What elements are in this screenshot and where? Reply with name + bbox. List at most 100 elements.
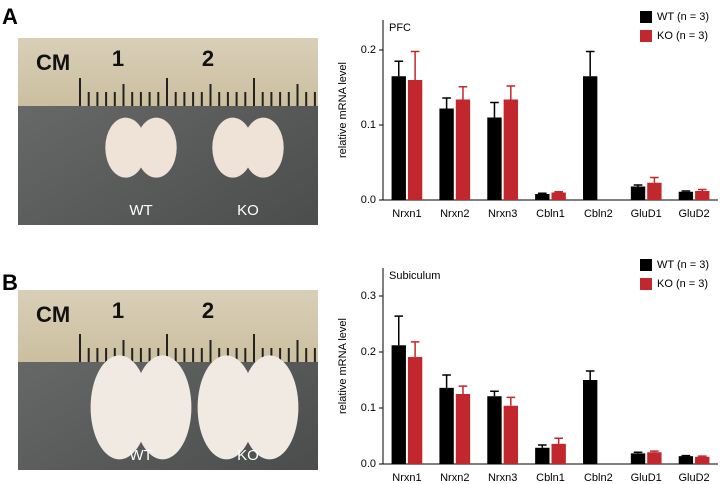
- x-tick-label: GluD2: [678, 208, 709, 220]
- legend-swatch: [640, 11, 652, 23]
- error-bar: [697, 455, 707, 457]
- error-bar: [410, 50, 420, 80]
- ruler-mark: 2: [202, 46, 214, 71]
- x-tick-label: GluD1: [631, 472, 662, 484]
- error-bar: [458, 86, 468, 100]
- error-bar: [538, 192, 547, 194]
- bar: [503, 99, 518, 200]
- bar: [407, 80, 423, 200]
- y-axis-label: relative mRNA level: [337, 62, 349, 158]
- bar: [439, 108, 454, 200]
- y-tick-label: 0.1: [361, 119, 376, 131]
- ruler-mark: 1: [112, 298, 124, 323]
- error-bar: [633, 184, 643, 187]
- ruler-mark: 1: [112, 46, 124, 71]
- sample-label: KO: [237, 447, 259, 464]
- brain-slice: [242, 117, 284, 178]
- brain-slice: [105, 117, 147, 178]
- legend-label: KO (n = 3): [657, 30, 708, 42]
- bar: [630, 453, 646, 464]
- x-tick-label: GluD1: [631, 208, 662, 220]
- chart-title: Subiculum: [389, 270, 440, 282]
- error-bar: [458, 385, 468, 394]
- brain-slice: [90, 355, 149, 460]
- y-tick-label: 0.0: [361, 194, 376, 206]
- error-bar: [650, 450, 659, 453]
- error-bar: [681, 190, 691, 192]
- x-tick-label: GluD2: [678, 472, 709, 484]
- bar: [551, 192, 566, 200]
- error-bar: [585, 50, 595, 77]
- bar: [503, 405, 518, 464]
- chart: PFC relative mRNA level 0.0 0.1 0.2 Nrxn1 Nrxn…: [337, 11, 718, 220]
- y-tick-label: 0.2: [361, 346, 376, 358]
- x-tick-label: Cbln1: [536, 472, 565, 484]
- error-bar: [650, 176, 659, 183]
- panel-label: A: [2, 4, 18, 29]
- bar: [678, 456, 694, 464]
- panel: B CM 1 2 WT KO: [2, 270, 318, 470]
- legend-swatch: [640, 278, 652, 290]
- error-bar: [554, 191, 563, 193]
- legend-label: KO (n = 3): [657, 278, 708, 290]
- ruler-mark: 2: [202, 298, 214, 323]
- bar: [630, 186, 646, 200]
- error-bar: [554, 437, 563, 444]
- bar: [391, 76, 406, 200]
- bar: [583, 380, 598, 464]
- ruler-unit: CM: [36, 50, 70, 75]
- y-tick-label: 0.0: [361, 458, 376, 470]
- error-bar: [394, 60, 404, 77]
- error-bar: [442, 374, 451, 388]
- bar: [551, 443, 566, 464]
- x-tick-label: Nrxn3: [488, 208, 517, 220]
- x-tick-label: Nrxn1: [392, 472, 421, 484]
- bar: [391, 345, 406, 464]
- y-axis-label: relative mRNA level: [337, 318, 349, 414]
- y-tick-label: 0.2: [361, 44, 376, 56]
- error-bar: [681, 454, 691, 457]
- error-bar: [410, 341, 420, 358]
- error-bar: [490, 101, 499, 118]
- ruler-unit: CM: [36, 302, 70, 327]
- bar: [583, 76, 598, 200]
- panel-label: B: [2, 270, 18, 295]
- x-tick-label: Cbln2: [584, 472, 613, 484]
- brain-slice: [212, 117, 254, 178]
- bar: [647, 182, 662, 200]
- bar: [695, 191, 710, 200]
- bar: [439, 387, 454, 464]
- bar: [695, 456, 710, 464]
- panel: A CM 1 2 WT KO: [2, 4, 318, 225]
- x-tick-label: Nrxn2: [440, 208, 469, 220]
- legend-swatch: [640, 30, 652, 42]
- bar: [455, 99, 471, 200]
- legend-label: WT (n = 3): [657, 11, 709, 23]
- sample-label: WT: [129, 447, 152, 464]
- bar: [407, 357, 423, 464]
- bar: [535, 194, 550, 200]
- chart: Subiculum relative mRNA level 0.0 0.1 0.2 0.3…: [337, 259, 718, 484]
- bar: [487, 117, 502, 200]
- brain-slice: [197, 355, 256, 460]
- legend-label: WT (n = 3): [657, 259, 709, 271]
- error-bar: [633, 451, 643, 454]
- error-bar: [538, 444, 547, 448]
- error-bar: [506, 396, 516, 406]
- brain-slice: [240, 355, 299, 460]
- error-bar: [585, 370, 595, 380]
- y-tick-label: 0.1: [361, 402, 376, 414]
- x-tick-label: Cbln2: [584, 208, 613, 220]
- bar: [678, 191, 694, 200]
- x-tick-label: Nrxn2: [440, 472, 469, 484]
- chart-title: PFC: [389, 22, 411, 34]
- error-bar: [506, 85, 516, 100]
- x-tick-label: Nrxn3: [488, 472, 517, 484]
- bar: [487, 396, 502, 464]
- brain-slice: [135, 117, 177, 178]
- y-tick-label: 0.3: [361, 290, 376, 302]
- error-bar: [697, 188, 707, 191]
- x-tick-label: Cbln1: [536, 208, 565, 220]
- bar: [455, 394, 471, 464]
